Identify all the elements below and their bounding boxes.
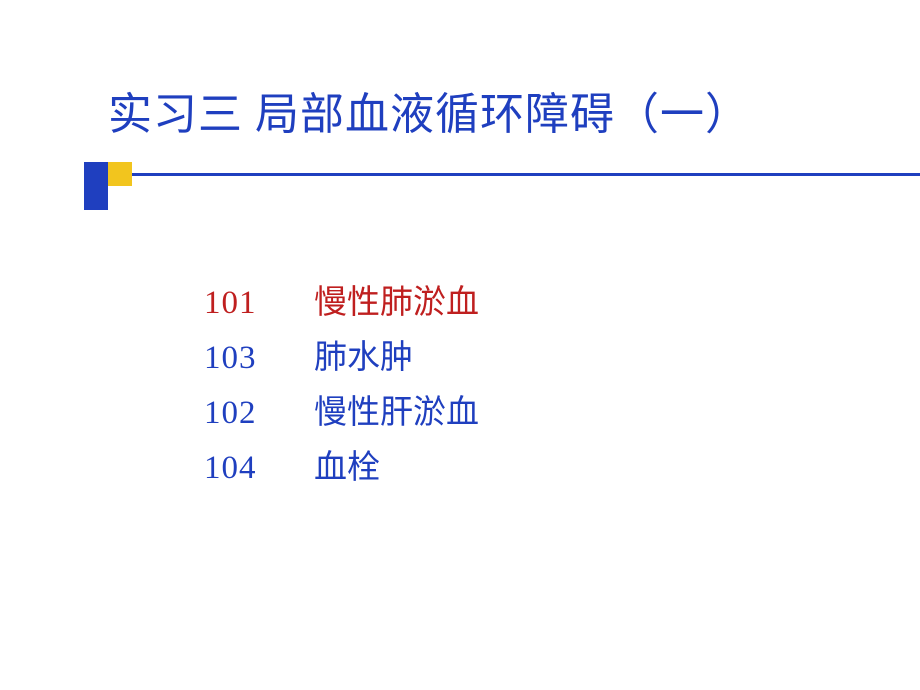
item-number: 103 xyxy=(204,333,314,384)
list-item: 103 肺水肿 xyxy=(204,333,479,384)
list-item: 102 慢性肝淤血 xyxy=(204,388,479,439)
square-icon xyxy=(84,162,108,186)
item-number: 101 xyxy=(204,278,314,329)
title-decoration xyxy=(84,162,880,220)
item-label: 血栓 xyxy=(314,443,380,494)
item-label: 慢性肺淤血 xyxy=(314,278,479,329)
item-label: 肺水肿 xyxy=(314,333,413,384)
item-number: 102 xyxy=(204,388,314,439)
slide: 实习三 局部血液循环障碍（一） 101 慢性肺淤血 103 肺水肿 102 慢性… xyxy=(0,0,920,690)
slide-title: 实习三 局部血液循环障碍（一） xyxy=(108,78,880,142)
list-item: 101 慢性肺淤血 xyxy=(204,278,479,329)
underline xyxy=(132,173,920,176)
content-list: 101 慢性肺淤血 103 肺水肿 102 慢性肝淤血 104 血栓 xyxy=(204,278,479,499)
square-icon xyxy=(84,186,108,210)
title-block: 实习三 局部血液循环障碍（一） xyxy=(78,78,880,220)
square-icon xyxy=(108,162,132,186)
list-item: 104 血栓 xyxy=(204,443,479,494)
item-number: 104 xyxy=(204,443,314,494)
item-label: 慢性肝淤血 xyxy=(314,388,479,439)
